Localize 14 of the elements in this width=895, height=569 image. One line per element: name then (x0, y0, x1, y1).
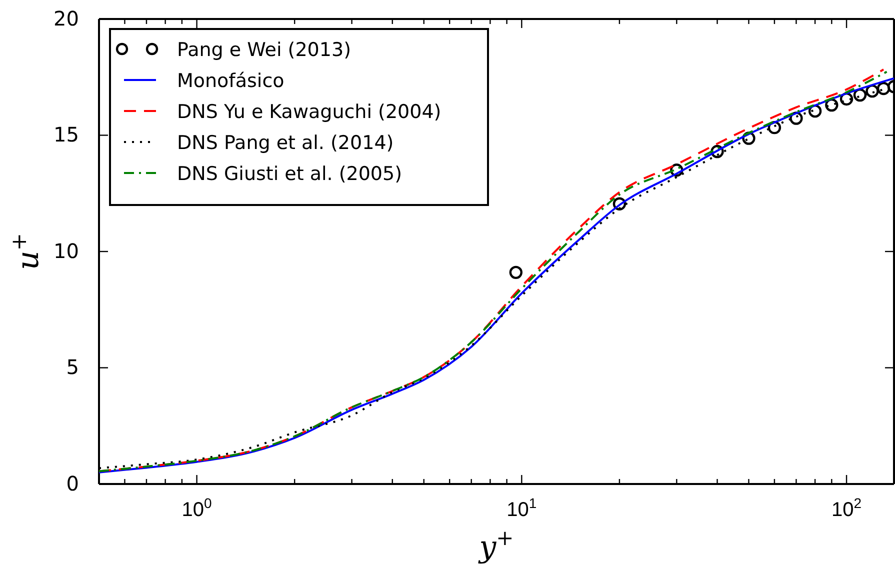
y-tick-label: 10 (54, 238, 79, 263)
legend-label: DNS Pang et al. (2014) (177, 132, 394, 154)
legend-label: Pang e Wei (2013) (177, 39, 351, 61)
y-tick-label: 5 (66, 355, 79, 380)
x-axis-title: y$^{+}$ (477, 526, 514, 565)
legend-label: DNS Giusti et al. (2005) (177, 163, 402, 185)
y-tick-label: 0 (66, 471, 79, 496)
x-tick-label: 10$^{2}$ (832, 495, 862, 521)
x-tick-label: 10$^{1}$ (506, 495, 537, 521)
legend-label: Monofásico (177, 70, 284, 92)
x-tick-label: 10$^{0}$ (182, 495, 212, 521)
legend-label: DNS Yu e Kawaguchi (2004) (177, 101, 442, 123)
y-tick-label: 20 (54, 6, 79, 30)
y-tick-label: 15 (54, 122, 79, 147)
